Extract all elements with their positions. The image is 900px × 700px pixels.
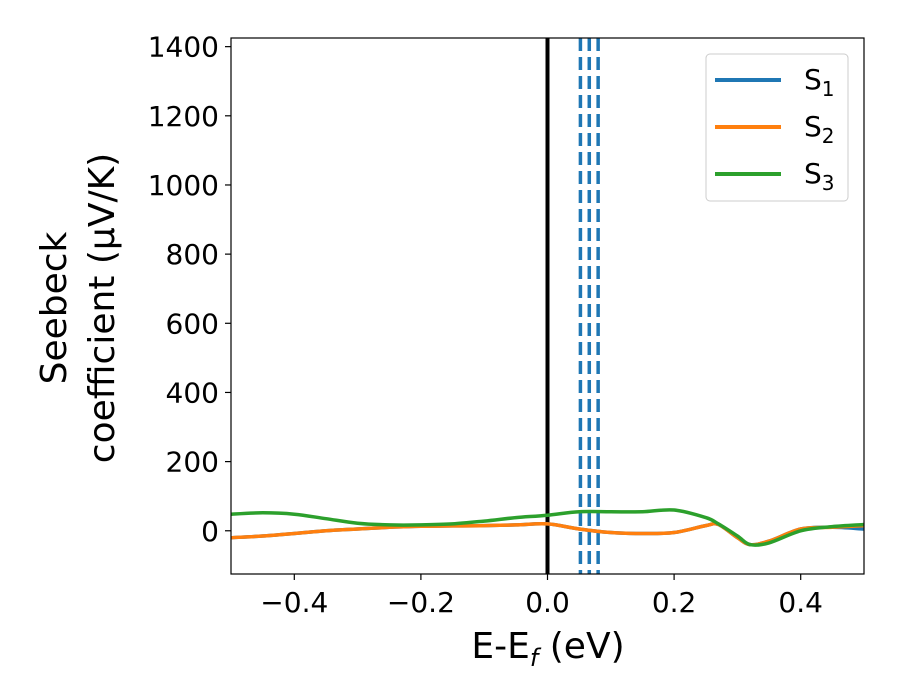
y-tick-label: 600 — [166, 307, 219, 340]
y-tick-label: 800 — [166, 238, 219, 271]
y-tick-label: 200 — [166, 446, 219, 479]
legend: S1 S2 S3 — [705, 53, 849, 202]
x-axis-title: E-Ef (eV) — [471, 626, 624, 672]
y-axis-title-line2: coefficient (μV/K) — [82, 153, 123, 463]
x-tick-label: 0.0 — [525, 586, 570, 619]
y-tick-label: 0 — [201, 515, 219, 548]
y-tick-label: 1200 — [148, 100, 219, 133]
y-tick-label: 1400 — [148, 31, 219, 64]
x-axis-title-main: E-E — [471, 626, 529, 667]
series-lines — [231, 508, 864, 547]
legend-label-s2: S2 — [804, 110, 835, 148]
reference-lines — [545, 38, 600, 574]
x-tick-label: 0.2 — [652, 586, 697, 619]
y-axis-title-line1: Seebeck — [34, 231, 75, 384]
legend-label-s3: S3 — [804, 157, 835, 195]
y-tick-label: 400 — [166, 376, 219, 409]
x-tick-label: −0.2 — [387, 586, 455, 619]
legend-label-s1: S1 — [804, 63, 835, 101]
x-tick-label: 0.4 — [778, 586, 823, 619]
x-tick-label: −0.4 — [260, 586, 328, 619]
x-axis-ticks: −0.4 −0.2 0.0 0.2 0.4 — [260, 574, 823, 619]
y-tick-label: 1000 — [148, 169, 219, 202]
series-line-s3 — [231, 508, 864, 547]
y-axis-ticks: 0 200 400 600 800 1000 1200 1400 — [148, 31, 231, 548]
x-axis-title-unit: (eV) — [538, 626, 624, 667]
y-axis-title: Seebeck coefficient (μV/K) — [34, 153, 123, 463]
